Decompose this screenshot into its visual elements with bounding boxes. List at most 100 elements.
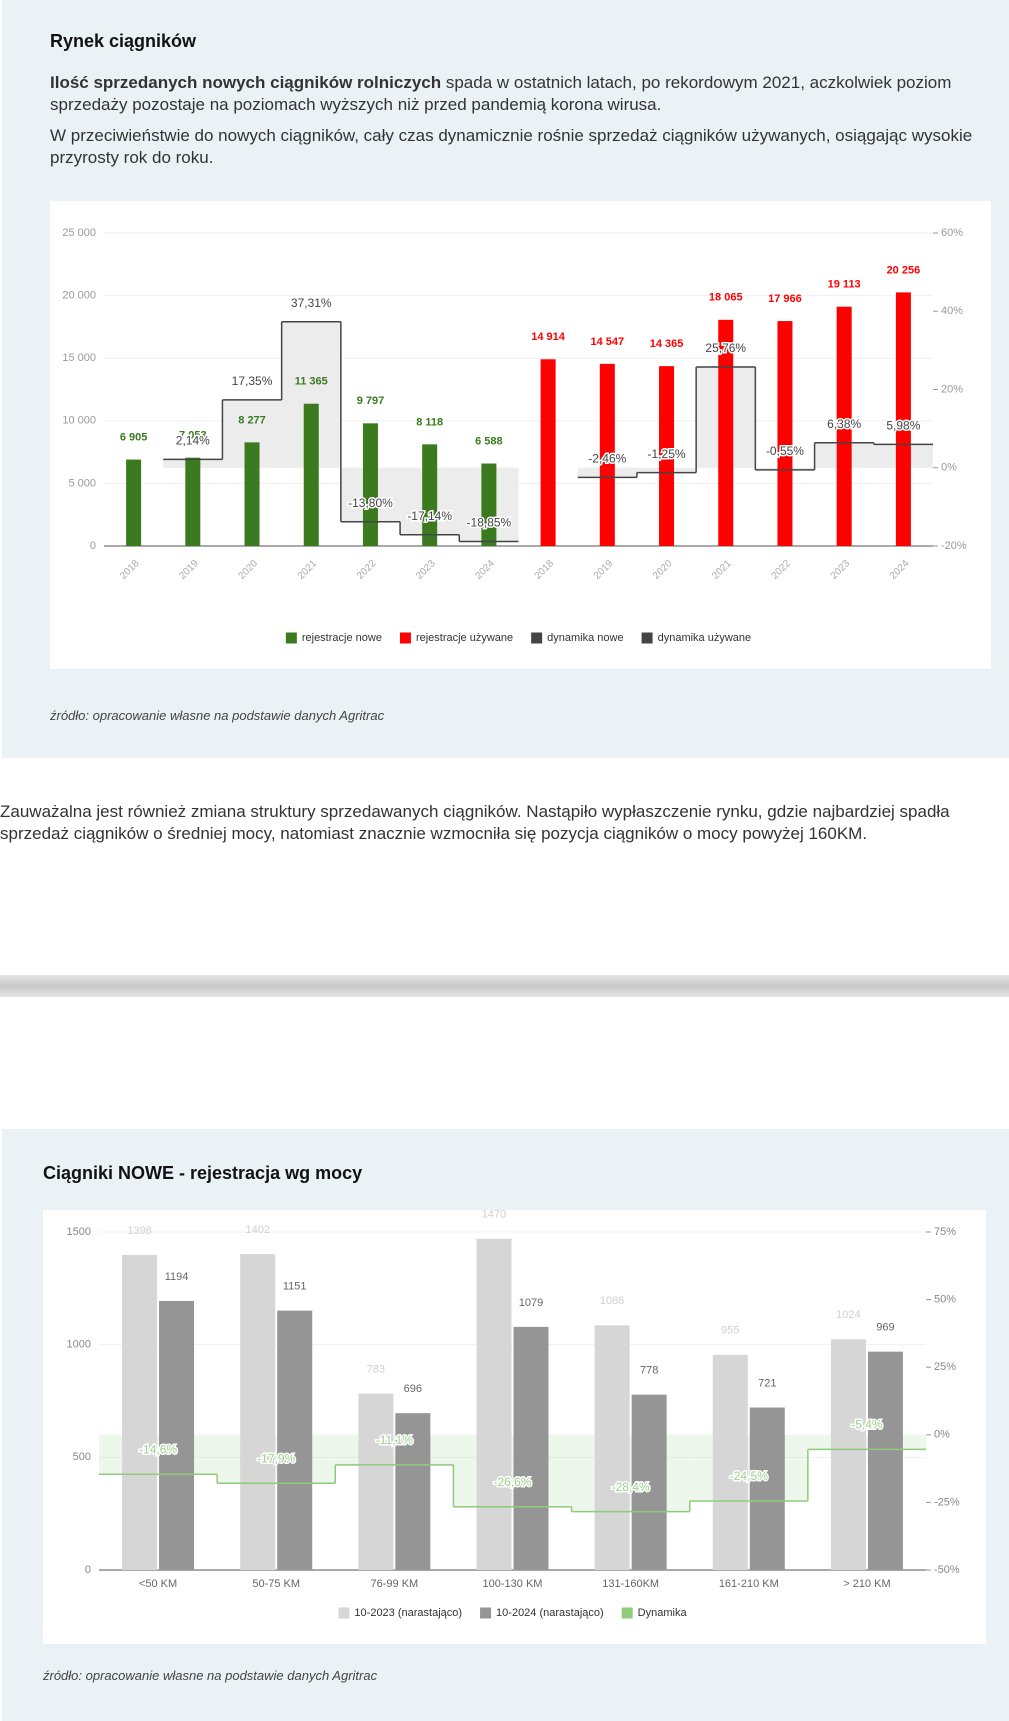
- chart-title: Ciągniki NOWE - rejestracja wg mocy: [43, 1163, 363, 1183]
- x-tick-label: 2022: [769, 558, 793, 582]
- x-tick-label: 131-160KM: [602, 1578, 659, 1590]
- dynamics-area: [99, 1434, 218, 1475]
- legend-item: rejestracje nowe: [285, 632, 382, 644]
- legend-label: 10-2024 (narastająco): [496, 1607, 604, 1619]
- y2-tick-label: 40%: [941, 305, 963, 317]
- data-label: 1024: [836, 1309, 860, 1321]
- y2-tick-label: 50%: [934, 1294, 956, 1306]
- data-label: 955: [721, 1325, 739, 1337]
- legend-label: 10-2023 (narastająco): [354, 1607, 462, 1619]
- y-tick-label: 500: [73, 1451, 91, 1463]
- dynamics-label: -24,5%: [730, 1469, 768, 1483]
- dynamics-label: -11,1%: [376, 1433, 413, 1447]
- bar: [540, 359, 556, 546]
- data-label: 6 588: [475, 435, 503, 447]
- data-label: 20 256: [887, 264, 921, 276]
- bar: [631, 1394, 667, 1570]
- data-label: 14 547: [590, 336, 624, 348]
- bar: [599, 363, 615, 546]
- x-tick-label: 2019: [592, 558, 616, 582]
- x-tick-label: 50-75 KM: [252, 1578, 300, 1590]
- legend-swatch: [621, 1607, 633, 1619]
- data-label: 11 365: [295, 376, 328, 388]
- dynamics-label: -28,4%: [612, 1480, 650, 1494]
- bar: [395, 1413, 431, 1570]
- x-tick-label: 2021: [296, 558, 320, 582]
- data-label: 7 053: [179, 430, 207, 442]
- data-label: 1194: [165, 1271, 189, 1283]
- x-tick-label: 2018: [118, 558, 142, 582]
- data-label: 1086: [600, 1295, 624, 1307]
- legend-swatch: [641, 632, 653, 644]
- y-tick-label: 1500: [67, 1226, 91, 1238]
- y-tick-label: 20 000: [62, 290, 96, 302]
- x-tick-label: 2019: [177, 558, 201, 582]
- legend-swatch: [285, 632, 297, 644]
- x-tick-label: 2020: [651, 558, 675, 582]
- intro-bold: Ilość sprzedanych nowych ciągników rolni…: [50, 73, 442, 92]
- legend-swatch: [399, 632, 411, 644]
- paragraph: Zauważalna jest również zmiana struktury…: [0, 802, 950, 843]
- y-tick-label: 5 000: [68, 477, 96, 489]
- data-label: 1398: [127, 1225, 151, 1237]
- legend-item: rejestracje używane: [399, 632, 513, 644]
- bar: [895, 292, 911, 546]
- chart-box: 0 500 1000 1500 -50% -25% 0% 25% 50% 75% <50 KM 50-…: [43, 1209, 986, 1644]
- bar: [867, 1351, 903, 1570]
- divider: [0, 975, 1009, 997]
- y-tick-label: 1000: [67, 1339, 91, 1351]
- y-tick-label: 25 000: [62, 227, 96, 239]
- intro-paragraph: Ilość sprzedanych nowych ciągników rolni…: [50, 72, 995, 116]
- x-tick-label: 76-99 KM: [371, 1578, 419, 1590]
- y2-tick-label: 0%: [934, 1429, 950, 1441]
- legend-label: dynamika używane: [658, 632, 752, 644]
- heading: Rynek ciągników: [50, 31, 197, 51]
- x-tick-label: 2021: [710, 558, 734, 582]
- y2-tick-label: -20%: [941, 540, 967, 552]
- data-label: 14 365: [650, 338, 684, 350]
- chart: 0 500 1000 1500 -50% -25% 0% 25% 50% 75% <50 KM 50-…: [67, 1209, 960, 1619]
- legend-item: dynamika nowe: [531, 632, 624, 644]
- y2-tick-label: 20%: [941, 383, 963, 395]
- x-tick-label: 100-130 KM: [483, 1578, 543, 1590]
- dynamics-area: [453, 1434, 572, 1507]
- data-label: 6 905: [120, 431, 148, 443]
- data-label: 969: [876, 1322, 894, 1334]
- legend-swatch: [480, 1607, 492, 1619]
- dynamics-label: -17,14%: [407, 509, 452, 523]
- y2-tick-label: 0%: [941, 462, 957, 474]
- legend-label: dynamika nowe: [547, 632, 623, 644]
- bar: [594, 1325, 630, 1570]
- bar: [476, 1238, 512, 1570]
- data-label: 778: [640, 1365, 658, 1377]
- data-label: 14 914: [531, 331, 566, 343]
- bar: [122, 1254, 158, 1570]
- y2-tick-label: 60%: [941, 227, 963, 239]
- dynamics-area: [571, 1434, 690, 1512]
- bar: [830, 1339, 866, 1570]
- paragraph: W przeciwieństwie do nowych ciągników, c…: [50, 126, 973, 167]
- data-label: 18 065: [709, 292, 743, 304]
- y-tick-label: 10 000: [62, 415, 96, 427]
- x-tick-label: 2022: [355, 558, 379, 582]
- data-label: 783: [367, 1363, 385, 1375]
- legend-label: Dynamika: [638, 1607, 688, 1619]
- dynamics-area: [807, 1434, 926, 1450]
- bar: [718, 319, 734, 546]
- dynamics-area: [335, 1434, 454, 1465]
- source-note: źródło: opracowanie własne na podstawie …: [50, 708, 385, 723]
- legend-item: Dynamika: [621, 1607, 688, 1619]
- intro-text: spada w ostatnich latach, po rekordowym …: [50, 73, 952, 114]
- x-tick-label: <50 KM: [139, 1578, 177, 1590]
- data-label: 696: [404, 1383, 422, 1395]
- legend-label: rejestracje nowe: [302, 632, 382, 644]
- x-tick-label: 2024: [473, 558, 497, 582]
- bar: [126, 459, 142, 546]
- data-label: 1402: [245, 1224, 269, 1236]
- x-tick-label: > 210 KM: [843, 1578, 890, 1590]
- x-tick-label: 2018: [533, 558, 557, 582]
- x-tick-label: 161-210 KM: [719, 1578, 779, 1590]
- dynamics-label: -1,25%: [648, 447, 686, 461]
- legend-swatch: [338, 1607, 350, 1619]
